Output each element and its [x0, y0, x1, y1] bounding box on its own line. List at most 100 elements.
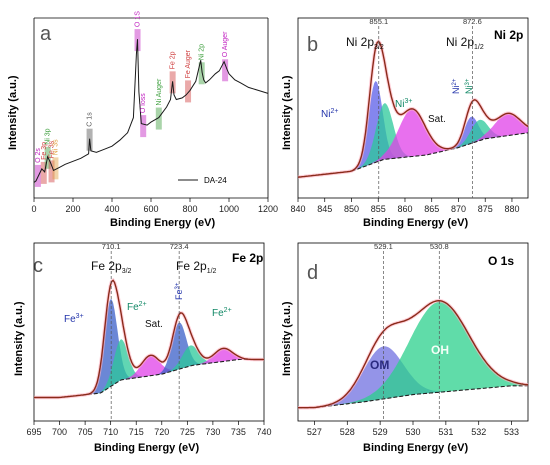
c-tick-label: 730: [205, 427, 220, 437]
panel-b-ni2plus-text: Ni: [321, 109, 330, 120]
panel-b-label-sat: Sat.: [428, 114, 446, 125]
panel-a-legend-text: DA-24: [204, 176, 227, 185]
panel-a-peak-label: O 1S: [135, 11, 142, 27]
panel-c-fe2p32-sub: 3/2: [122, 268, 132, 275]
c-tick-label: 735: [231, 427, 246, 437]
b-component-area: [298, 119, 528, 178]
panel-c-fe3plus-b-sup: 3+: [175, 282, 181, 289]
panel-d-tag: d: [307, 262, 318, 284]
panel-c-fe2p32-text: Fe 2p: [91, 259, 122, 273]
panel-c-tag: c: [33, 255, 43, 277]
c-peak-position: 723.4: [170, 242, 189, 251]
panel-c-label-fe3plus-b: Fe3+: [174, 282, 184, 300]
d-tick-label: 532: [471, 427, 486, 437]
panel-a-tick-label: 1200: [258, 204, 278, 214]
d-component-area: [298, 346, 528, 408]
c-tick-label: 710: [103, 427, 118, 437]
panel-a-peak-band: [198, 62, 205, 85]
panel-b-label-ni3plus-b: Ni3+: [464, 78, 474, 94]
d-tick-label: 527: [307, 427, 322, 437]
b-peak-position: 855.1: [369, 17, 388, 26]
b-peak-position: 872.6: [463, 17, 482, 26]
panel-a-y-label: Intensity (a.u.): [7, 75, 19, 150]
panel-c-x-ticks: 695 700 705 710 715 720 725 730 735 740: [26, 421, 272, 437]
panel-d-o1s: d 529.1 530.8 527 528 529 530 531 532 533 O 1s …: [281, 242, 529, 454]
d-tick-label: 528: [340, 427, 355, 437]
d-peak-position: 529.1: [374, 242, 393, 251]
panel-b-ni2plus-sup: 2+: [330, 108, 338, 115]
b-tick-label: 850: [344, 204, 359, 214]
panel-c-x-label: Binding Energy (eV): [94, 442, 199, 454]
c-tick-label: 705: [78, 427, 93, 437]
c-tick-label: 700: [52, 427, 67, 437]
b-component-area: [298, 113, 528, 178]
panel-a-survey-line: [33, 39, 269, 183]
panel-c-frame: [33, 242, 265, 422]
panel-b-ni2p: b 855.1 872.6 840 845 850 855 860 865 870 875 880…: [281, 17, 530, 229]
panel-c-label-fe2p12: Fe 2p1/2: [176, 259, 217, 275]
c-tick-label: 695: [26, 427, 41, 437]
panel-c-fe3plus-text: Fe: [64, 314, 76, 325]
panel-b-title: Ni 2p: [494, 28, 523, 42]
panel-a-peak-label: Ni 3s: [52, 139, 59, 155]
panel-d-plot: 529.1 530.8: [298, 242, 529, 421]
panel-b-ni2p32-text: Ni 2p: [346, 35, 374, 49]
panel-a-peak-band: [48, 160, 55, 183]
panel-a-peak-label: O Auger: [222, 31, 229, 57]
panel-b-x-label: Binding Energy (eV): [363, 217, 468, 229]
panel-a-peak-band: [140, 115, 147, 138]
panel-a-peak-band: [185, 80, 192, 103]
panel-b-tag: b: [307, 34, 318, 56]
panel-a-peak-band: [222, 59, 229, 82]
d-tick-label: 529: [373, 427, 388, 437]
panel-a-tick-label: 400: [104, 204, 119, 214]
panel-b-plot: 855.1 872.6: [297, 17, 530, 198]
panel-b-ni2p32-sub: 3/2: [374, 44, 384, 51]
panel-a-peak-label: Fe 3s: [49, 140, 56, 158]
c-envelope-line: [34, 279, 264, 399]
c-tick-label: 725: [180, 427, 195, 437]
panel-d-label-om: OM: [370, 358, 389, 372]
d-envelope-line: [298, 299, 529, 409]
panel-a-tick-label: 0: [31, 204, 36, 214]
b-tick-label: 845: [317, 204, 332, 214]
d-background-line: [298, 385, 528, 409]
b-tick-label: 840: [290, 204, 305, 214]
panel-a-peak-label: Ni Auger: [156, 78, 163, 106]
panel-b-ni2p12-sub: 1/2: [474, 44, 484, 51]
d-component-area: [298, 301, 528, 408]
panel-b-y-label: Intensity (a.u.): [281, 75, 293, 150]
d-tick-label: 530: [405, 427, 420, 437]
panel-b-label-ni2plus-b: Ni2+: [451, 78, 461, 94]
panel-a-tick-label: 1000: [219, 204, 239, 214]
c-component-area: [34, 355, 264, 398]
panel-d-title: O 1s: [488, 254, 514, 268]
panel-b-label-ni2p12: Ni 2p1/2: [446, 35, 484, 51]
panel-a-tag: a: [40, 23, 52, 45]
panel-c-label-fe3plus: Fe3+: [64, 313, 84, 325]
panel-d-x-ticks: 527 528 529 530 531 532 533: [307, 421, 519, 437]
panel-b-label-ni2p32: Ni 2p3/2: [346, 35, 384, 51]
panel-c-y-label: Intensity (a.u.): [13, 301, 25, 376]
panel-a-peak-label: Fe 3p: [41, 142, 48, 160]
b-tick-label: 865: [424, 204, 439, 214]
b-tick-label: 860: [397, 204, 412, 214]
panel-c-fe3plus-b-text: Fe: [174, 289, 184, 300]
d-tick-label: 533: [504, 427, 519, 437]
panel-c-label-fe2plus-b: Fe2+: [212, 307, 232, 319]
panel-b-ni3plus-b-text: Ni: [464, 86, 474, 95]
b-tick-label: 875: [478, 204, 493, 214]
c-raw-data-line: [34, 277, 264, 400]
c-tick-label: 715: [129, 427, 144, 437]
d-tick-label: 531: [438, 427, 453, 437]
panel-c-fe2p: c 710.1 723.4 695 700 705 710 715 720 725 730 735…: [13, 242, 272, 454]
panel-c-fe3plus-sup: 3+: [76, 313, 84, 320]
b-tick-label: 855: [371, 204, 386, 214]
panel-a-peak-label: Fe Auger: [185, 49, 192, 78]
panel-a-peak-label: Fe 2p: [170, 51, 177, 69]
panel-b-x-ticks: 840 845 850 855 860 865 870 875 880: [290, 198, 519, 214]
panel-a-peak-label: C 1s: [87, 112, 94, 127]
c-peak-position: 710.1: [102, 242, 121, 251]
